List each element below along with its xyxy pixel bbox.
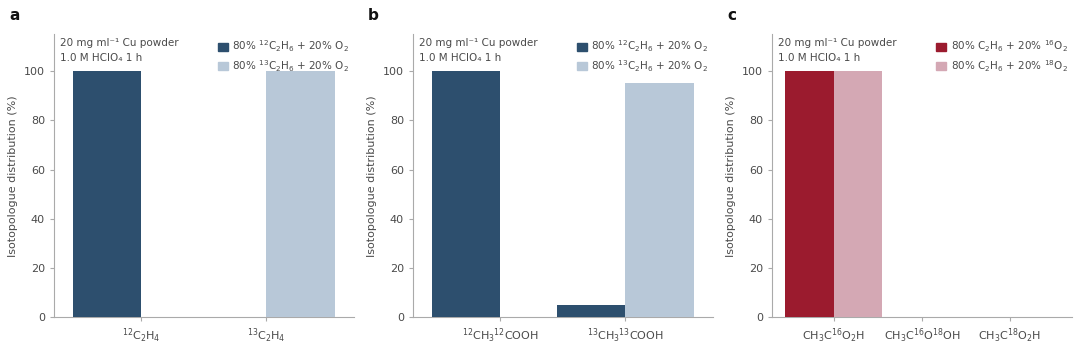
- Text: c: c: [727, 8, 737, 23]
- Bar: [556, 305, 625, 317]
- Bar: [785, 71, 834, 317]
- Y-axis label: Isotopologue distribution (%): Isotopologue distribution (%): [9, 95, 18, 257]
- Text: 20 mg ml⁻¹ Cu powder
1.0 M HClO₄ 1 h: 20 mg ml⁻¹ Cu powder 1.0 M HClO₄ 1 h: [419, 38, 538, 63]
- Bar: [72, 71, 141, 317]
- Bar: [625, 83, 693, 317]
- Legend: 80% C$_2$H$_6$ + 20% $^{16}$O$_2$, 80% C$_2$H$_6$ + 20% $^{18}$O$_2$: 80% C$_2$H$_6$ + 20% $^{16}$O$_2$, 80% C…: [934, 37, 1069, 76]
- Legend: 80% $^{12}$C$_2$H$_6$ + 20% O$_2$, 80% $^{13}$C$_2$H$_6$ + 20% O$_2$: 80% $^{12}$C$_2$H$_6$ + 20% O$_2$, 80% $…: [216, 37, 351, 76]
- Bar: [266, 71, 335, 317]
- Bar: [432, 71, 500, 317]
- Text: a: a: [9, 8, 19, 23]
- Y-axis label: Isotopologue distribution (%): Isotopologue distribution (%): [367, 95, 377, 257]
- Text: 20 mg ml⁻¹ Cu powder
1.0 M HClO₄ 1 h: 20 mg ml⁻¹ Cu powder 1.0 M HClO₄ 1 h: [778, 38, 896, 63]
- Text: 20 mg ml⁻¹ Cu powder
1.0 M HClO₄ 1 h: 20 mg ml⁻¹ Cu powder 1.0 M HClO₄ 1 h: [59, 38, 178, 63]
- Legend: 80% $^{12}$C$_2$H$_6$ + 20% O$_2$, 80% $^{13}$C$_2$H$_6$ + 20% O$_2$: 80% $^{12}$C$_2$H$_6$ + 20% O$_2$, 80% $…: [575, 37, 711, 76]
- Bar: [834, 71, 882, 317]
- Text: b: b: [368, 8, 379, 23]
- Y-axis label: Isotopologue distribution (%): Isotopologue distribution (%): [727, 95, 737, 257]
